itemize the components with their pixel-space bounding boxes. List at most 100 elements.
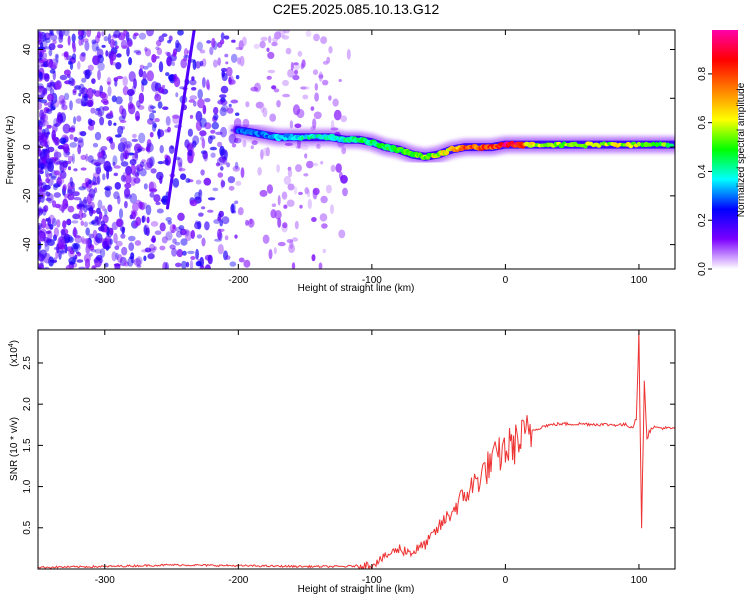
- spectrogram-frame: [37, 29, 676, 270]
- noise-speckle: [38, 54, 44, 60]
- noise-speckle: [39, 109, 45, 120]
- noise-speckle: [217, 216, 222, 222]
- noise-speckle: [161, 33, 168, 38]
- noise-speckle: [304, 153, 308, 159]
- noise-speckle: [84, 93, 88, 102]
- noise-speckle: [199, 49, 206, 54]
- noise-speckle: [206, 40, 212, 44]
- noise-speckle: [106, 77, 112, 86]
- noise-speckle: [40, 34, 44, 40]
- noise-speckle: [274, 31, 282, 40]
- noise-speckle: [295, 164, 302, 173]
- noise-speckle: [183, 57, 188, 62]
- snr-y-axis: 0.5 1.0 1.5 2.0 2.5: [22, 356, 675, 535]
- noise-speckle: [202, 150, 208, 160]
- noise-speckle: [83, 196, 88, 204]
- noise-speckle: [114, 80, 118, 87]
- noise-speckle: [70, 181, 75, 188]
- noise-speckle: [73, 226, 77, 238]
- noise-speckle: [294, 123, 302, 129]
- noise-speckle: [180, 238, 188, 246]
- noise-speckle: [38, 169, 45, 174]
- noise-speckle: [130, 176, 136, 186]
- noise-speckle: [186, 142, 195, 153]
- noise-speckle: [167, 220, 172, 225]
- noise-speckle: [177, 212, 185, 221]
- noise-speckle: [45, 197, 52, 202]
- noise-speckle: [147, 62, 153, 68]
- noise-speckle: [133, 177, 141, 184]
- noise-speckle: [289, 120, 294, 129]
- noise-speckle: [204, 264, 211, 269]
- noise-speckle: [88, 188, 96, 199]
- noise-speckle: [328, 46, 333, 54]
- noise-speckle: [238, 257, 245, 263]
- noise-speckle: [260, 36, 268, 42]
- noise-speckle: [42, 52, 48, 59]
- noise-speckle: [151, 54, 157, 63]
- noise-speckle: [49, 259, 58, 263]
- noise-speckle: [83, 221, 88, 228]
- noise-speckle: [38, 199, 41, 204]
- noise-speckle: [224, 235, 229, 241]
- noise-speckle: [185, 228, 189, 237]
- noise-speckle: [276, 164, 280, 173]
- noise-speckle: [185, 261, 190, 268]
- noise-speckle: [64, 92, 70, 101]
- noise-speckle: [52, 257, 57, 264]
- noise-speckle: [175, 231, 183, 238]
- noise-speckle: [225, 61, 229, 65]
- noise-speckle: [267, 51, 275, 60]
- noise-speckle: [53, 151, 62, 159]
- noise-speckle: [217, 228, 222, 240]
- noise-speckle: [80, 100, 87, 107]
- noise-speckle: [149, 156, 155, 167]
- noise-speckle: [151, 235, 156, 243]
- noise-speckle: [262, 107, 268, 118]
- snr-x-axis: -300 -200 -100 0 100: [95, 330, 648, 586]
- noise-speckle: [92, 55, 100, 66]
- noise-speckle: [183, 55, 191, 59]
- noise-speckle: [124, 187, 131, 198]
- spectrogram-ridge: [230, 122, 675, 165]
- noise-speckle: [320, 160, 324, 165]
- noise-speckle: [135, 216, 142, 226]
- noise-speckle: [129, 193, 138, 204]
- noise-speckle: [282, 93, 291, 98]
- noise-speckle: [338, 79, 342, 82]
- noise-speckle: [59, 244, 66, 250]
- noise-speckle: [180, 173, 187, 180]
- x-tick-label: -200: [228, 275, 248, 286]
- noise-speckle: [249, 218, 253, 225]
- noise-speckle: [38, 196, 44, 200]
- snr-series-line: [38, 330, 675, 569]
- noise-speckle: [47, 93, 54, 102]
- noise-speckle: [85, 227, 90, 236]
- noise-speckle: [128, 103, 136, 115]
- noise-speckle: [48, 214, 55, 225]
- noise-speckle: [171, 114, 180, 119]
- noise-speckle: [215, 131, 223, 135]
- noise-speckle: [311, 254, 316, 262]
- noise-speckle: [94, 110, 100, 116]
- snr-x-label: Height of straight line (km): [298, 584, 415, 595]
- noise-speckle: [126, 39, 133, 47]
- noise-speckle: [77, 137, 84, 143]
- noise-speckle: [105, 50, 109, 57]
- noise-speckle: [65, 264, 74, 269]
- noise-speckle: [96, 217, 102, 226]
- noise-speckle: [141, 147, 146, 152]
- noise-speckle: [195, 179, 202, 185]
- noise-speckle: [103, 228, 108, 233]
- noise-speckle: [217, 141, 223, 148]
- noise-speckle: [195, 110, 203, 122]
- noise-speckle: [165, 231, 173, 241]
- noise-speckle: [158, 61, 164, 73]
- ridge-cell: [596, 144, 602, 148]
- noise-speckle: [109, 55, 114, 66]
- noise-speckle: [328, 95, 332, 101]
- noise-speckle: [153, 194, 161, 203]
- noise-speckle: [88, 206, 94, 217]
- noise-speckle: [139, 64, 145, 69]
- noise-speckle: [107, 81, 111, 85]
